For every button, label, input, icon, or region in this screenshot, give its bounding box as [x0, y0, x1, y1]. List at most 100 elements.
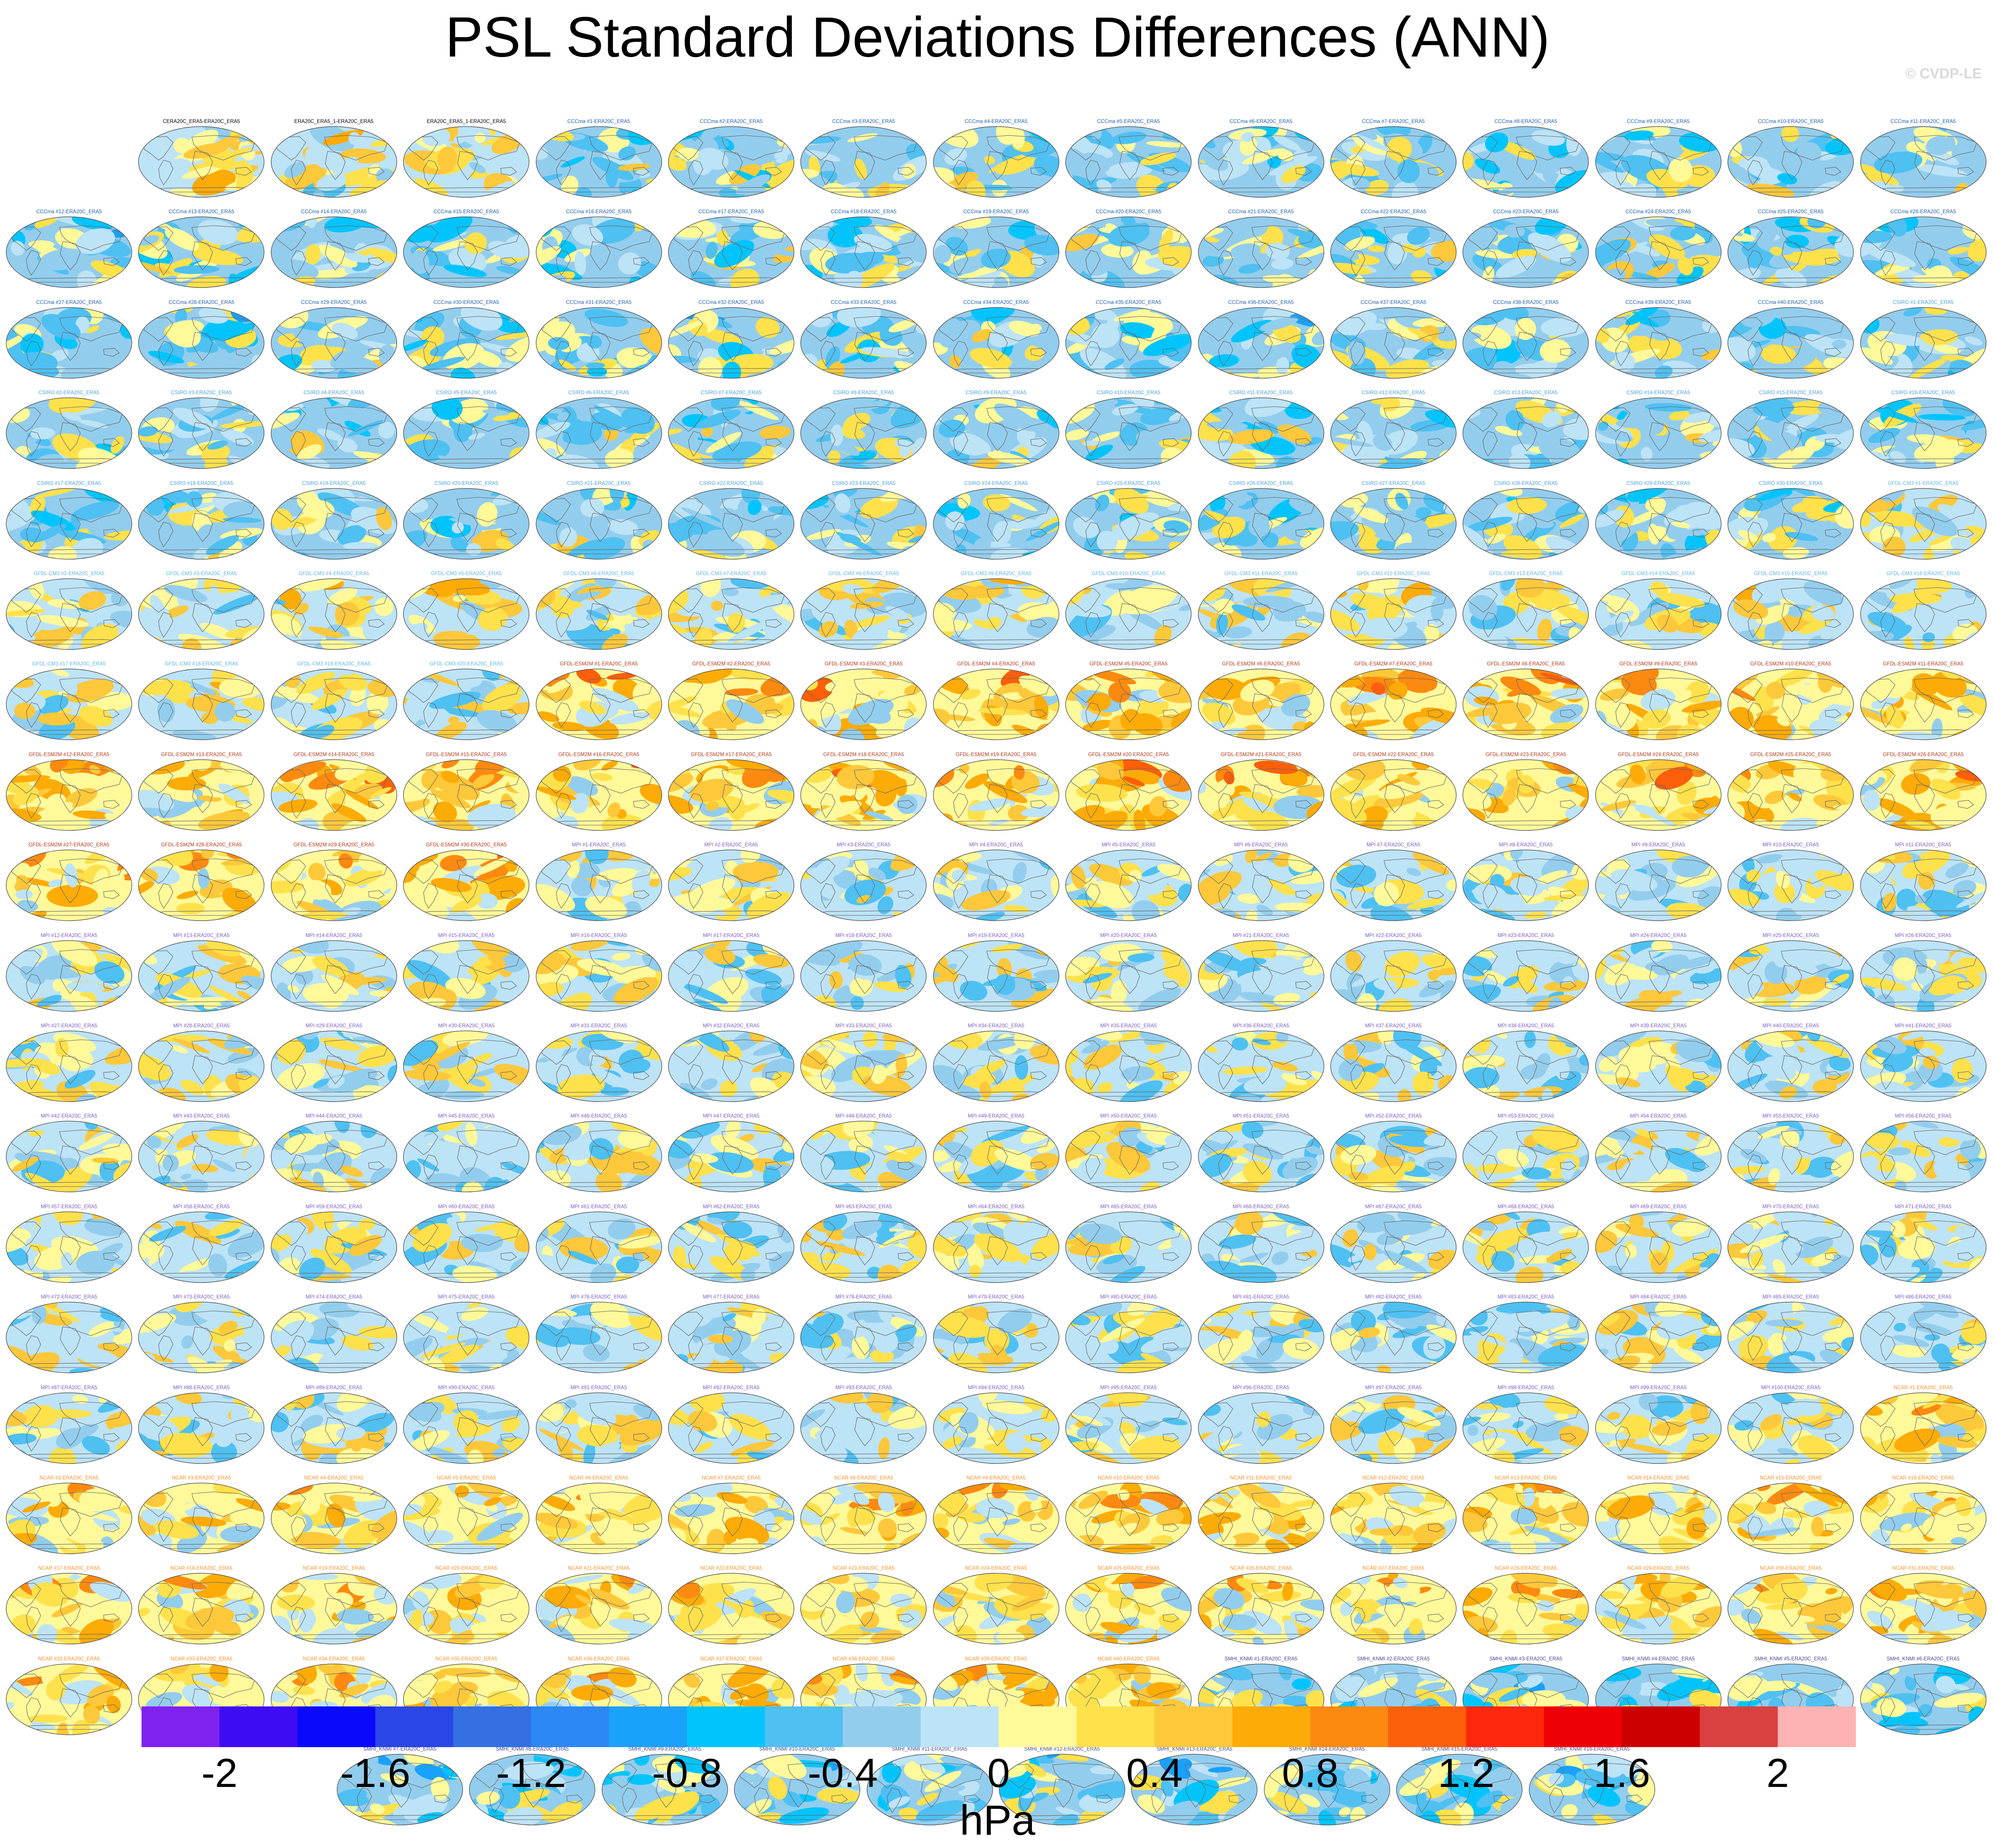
panel-label: MPI #79-ERA20C_ERA5: [967, 1295, 1024, 1300]
panel-map: [933, 669, 1059, 740]
panel-map: [1860, 1121, 1987, 1192]
panel-label: NCAR #10-ERA20C_ERA5: [1097, 1475, 1160, 1481]
panel-label: CSIRO #3-ERA20C_ERA5: [171, 390, 232, 396]
panel-label: NCAR #18-ERA20C_ERA5: [170, 1566, 233, 1571]
panel-label: MPI #36-ERA20C_ERA5: [1232, 1023, 1289, 1029]
panel-map: [1860, 578, 1987, 650]
panel-label: MPI #95-ERA20C_ERA5: [1100, 1385, 1157, 1391]
colorbar-tick-label: 1.2: [1438, 1751, 1495, 1796]
panel-label: GFDL-ESM2M #14-ERA20C_ERA5: [293, 752, 375, 757]
panel-label: NCAR #17-ERA20C_ERA5: [38, 1566, 100, 1571]
panel-map: [1860, 1392, 1987, 1464]
panel-map: [403, 1030, 529, 1102]
panel-label: GFDL-CM3 #10-ERA20C_ERA5: [1092, 571, 1166, 576]
panel-label: CCCma #39-ERA20C_ERA5: [1625, 300, 1691, 305]
panel-label: NCAR #16-ERA20C_ERA5: [1892, 1475, 1954, 1481]
panel-map: [138, 759, 265, 831]
panel-label: MPI #1-ERA20C_ERA5: [572, 842, 626, 848]
panel-label: NCAR #26-ERA20C_ERA5: [1230, 1566, 1292, 1571]
panel-map: [1727, 307, 1854, 379]
panel-label: MPI #81-ERA20C_ERA5: [1232, 1295, 1289, 1300]
panel-label: GFDL-ESM2M #15-ERA20C_ERA5: [426, 752, 507, 757]
panel-label: MPI #42-ERA20C_ERA5: [41, 1114, 97, 1119]
panel-label: NCAR #20-ERA20C_ERA5: [435, 1566, 498, 1571]
panel-map: [403, 578, 529, 650]
panel-map: [1330, 669, 1457, 740]
panel-label: CSIRO #24-ERA20C_ERA5: [964, 480, 1028, 486]
panel-label: NCAR #32-ERA20C_ERA5: [38, 1656, 100, 1662]
panel-label: NCAR #23-ERA20C_ERA5: [833, 1566, 895, 1571]
credit-label: © CVDP-LE: [1905, 65, 1982, 81]
panel-map: [6, 578, 132, 650]
panel-label: MPI #18-ERA20C_ERA5: [835, 933, 892, 938]
panel-label: MPI #100-ERA20C_ERA5: [1761, 1385, 1821, 1391]
panel-label: NCAR #34-ERA20C_ERA5: [303, 1656, 365, 1662]
panel-label: CSIRO #14-ERA20C_ERA5: [1626, 390, 1690, 396]
panel-map: [1595, 1664, 1722, 1735]
panel-label: GFDL-CM3 #13-ERA20C_ERA5: [1489, 571, 1563, 576]
panel-label: MPI #33-ERA20C_ERA5: [835, 1023, 892, 1029]
panel-map: [138, 1211, 265, 1283]
panel-map: [800, 1211, 927, 1283]
panel-map: [1065, 940, 1192, 1012]
panel-label: CSIRO #2-ERA20C_ERA5: [38, 390, 100, 396]
panel-map: [1727, 1664, 1854, 1735]
panel-map: [734, 1754, 860, 1825]
panel-label: CSIRO #23-ERA20C_ERA5: [832, 480, 896, 486]
panel-map: [800, 126, 927, 198]
panel-map: [800, 759, 927, 831]
panel-map: [1065, 216, 1192, 288]
panel-map: [1595, 1483, 1722, 1554]
panel-map: [800, 216, 927, 288]
panel-label: MPI #5-ERA20C_ERA5: [1101, 842, 1155, 848]
panel-map: [1860, 216, 1987, 288]
panel-label: MPI #65-ERA20C_ERA5: [1100, 1204, 1157, 1210]
panel-label: MPI #39-ERA20C_ERA5: [1630, 1023, 1687, 1029]
panel-map: [535, 488, 662, 560]
panel-map: [800, 1392, 927, 1464]
panel-label: MPI #61-ERA20C_ERA5: [570, 1204, 627, 1210]
panel-label: CCCma #20-ERA20C_ERA5: [1096, 209, 1162, 215]
panel-map: [1595, 578, 1722, 650]
panel-label: GFDL-ESM2M #29-ERA20C_ERA5: [293, 842, 375, 848]
panel-map: [933, 1030, 1059, 1102]
panel-label: CCCma #33-ERA20C_ERA5: [831, 300, 897, 305]
panel-label: SMHI_KNMI #13-ERA20C_ERA5: [1156, 1747, 1233, 1752]
panel-label: MPI #75-ERA20C_ERA5: [438, 1295, 495, 1300]
panel-label: CSIRO #27-ERA20C_ERA5: [1362, 480, 1425, 486]
panel-map: [1860, 1664, 1987, 1735]
panel-label: CCCma #1-ERA20C_ERA5: [567, 119, 630, 124]
panel-map: [1197, 1664, 1324, 1735]
panel-map: [668, 669, 794, 740]
panel-map: [1462, 307, 1589, 379]
panel-label: GFDL-ESM2M #6-ERA20C_ERA5: [1222, 661, 1300, 667]
panel-label: GFDL-ESM2M #24-ERA20C_ERA5: [1618, 752, 1699, 757]
panel-map: [1330, 1121, 1457, 1192]
panel-map: [668, 1030, 794, 1102]
panel-label: CCCma #28-ERA20C_ERA5: [169, 300, 234, 305]
panel-label: CCCma #25-ERA20C_ERA5: [1758, 209, 1824, 215]
panel-map: [138, 1302, 265, 1373]
panel-map: [535, 1664, 662, 1735]
panel-map: [6, 1483, 132, 1554]
panel-label: MPI #88-ERA20C_ERA5: [173, 1385, 230, 1391]
panel-label: MPI #72-ERA20C_ERA5: [41, 1295, 97, 1300]
panel-map: [800, 397, 927, 469]
panel-map: [138, 1664, 265, 1735]
panel-label: MPI #70-ERA20C_ERA5: [1762, 1204, 1819, 1210]
panel-map: [1462, 126, 1589, 198]
panel-label: MPI #86-ERA20C_ERA5: [1895, 1295, 1952, 1300]
panel-label: NCAR #14-ERA20C_ERA5: [1627, 1475, 1689, 1481]
panel-map: [535, 1030, 662, 1102]
panel-label: MPI #93-ERA20C_ERA5: [835, 1385, 892, 1391]
panel-label: GFDL-ESM2M #16-ERA20C_ERA5: [558, 752, 639, 757]
panel-label: GFDL-ESM2M #13-ERA20C_ERA5: [161, 752, 242, 757]
panel-label: CCCma #11-ERA20C_ERA5: [1890, 119, 1956, 124]
panel-label: NCAR #2-ERA20C_ERA5: [39, 1475, 99, 1481]
panel-map: [1595, 307, 1722, 379]
panel-map: [1065, 1573, 1192, 1644]
panel-map: [1595, 216, 1722, 288]
panel-map: [1595, 1392, 1722, 1464]
panel-label: MPI #32-ERA20C_ERA5: [703, 1023, 760, 1029]
panel-label: CCCma #17-ERA20C_ERA5: [698, 209, 764, 215]
